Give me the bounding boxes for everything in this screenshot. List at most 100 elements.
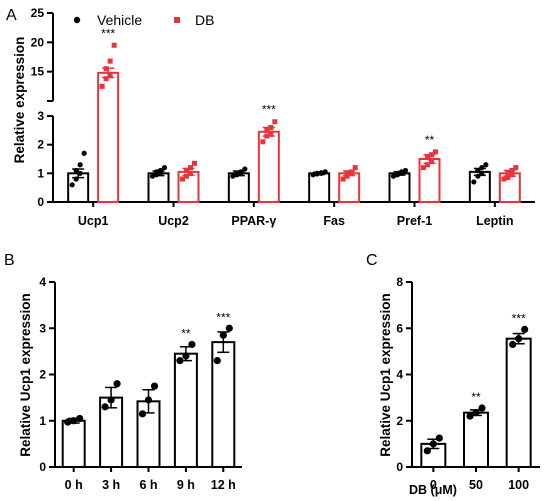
panel-b-chart: Relative Ucp1 expression 0 1 2 3 4 0 h 3 h 6 h 9…: [18, 275, 242, 492]
data-point-db: [268, 130, 274, 136]
y-tick-label: 3: [39, 321, 46, 335]
y-tick-label: 0: [396, 460, 403, 474]
x-tick-label: 50: [469, 478, 483, 492]
data-point-db: [429, 157, 434, 163]
data-point-vehicle: [475, 173, 481, 179]
x-tick-label: Ucp2: [158, 214, 189, 228]
data-point: [435, 434, 443, 442]
data-point-vehicle: [230, 173, 236, 179]
data-point-vehicle: [157, 167, 164, 174]
data-point-vehicle: [310, 172, 316, 178]
y-tick-label: 25: [31, 6, 45, 20]
y-tick-label: 15: [31, 65, 45, 79]
data-point-vehicle: [394, 170, 401, 176]
x-tick-label: 12 h: [211, 478, 236, 492]
significance-label: **: [425, 133, 435, 147]
data-point: [429, 440, 437, 448]
panel-a-chart: Relative expression Vehicle DB 0 1 2 3 15 20 2…: [12, 6, 535, 228]
bar-vehicle: [308, 172, 331, 203]
data-point: [113, 380, 121, 388]
data-point: [509, 340, 517, 349]
legend-label-db: DB: [195, 12, 214, 28]
data-point-vehicle: [234, 170, 240, 176]
bar: [173, 352, 198, 468]
x-tick-label: Ucp1: [78, 214, 109, 228]
data-point: [521, 325, 529, 334]
data-point-db: [344, 173, 350, 179]
data-point-vehicle: [73, 176, 79, 182]
data-point-vehicle: [479, 165, 485, 171]
data-point-db: [260, 139, 266, 145]
data-point: [472, 409, 480, 417]
data-point-db: [103, 76, 109, 82]
data-point: [107, 396, 115, 404]
data-point-vehicle: [73, 167, 79, 174]
data-point: [466, 412, 474, 420]
data-point-vehicle: [238, 169, 244, 175]
x-tick-label: 0: [430, 478, 437, 492]
data-point-vehicle: [77, 162, 83, 168]
data-point: [188, 340, 196, 349]
y-tick-label: 2: [396, 414, 403, 428]
bar: [463, 411, 489, 468]
data-point-db: [180, 176, 185, 182]
y-tick-label: 1: [39, 414, 46, 428]
data-point-db: [184, 167, 189, 173]
data-point: [138, 410, 147, 418]
data-point: [76, 414, 84, 423]
x-tick-label: PPAR-γ: [231, 214, 276, 228]
data-point-db: [103, 66, 109, 72]
legend-marker-vehicle: [73, 16, 81, 24]
data-point: [515, 335, 523, 343]
data-point-vehicle: [242, 166, 248, 172]
data-point-db: [107, 58, 113, 64]
data-point: [101, 403, 109, 411]
data-point: [478, 404, 486, 412]
legend: Vehicle DB: [73, 12, 214, 28]
data-point-vehicle: [398, 169, 405, 175]
data-point-db: [188, 170, 193, 176]
data-point-db: [264, 127, 270, 133]
data-point-db: [421, 165, 426, 171]
y-tick-label: 4: [396, 368, 403, 382]
data-point: [150, 382, 159, 390]
y-tick-label: 6: [396, 321, 403, 335]
significance-label: **: [181, 326, 191, 340]
data-point-vehicle: [153, 169, 160, 175]
data-point-db: [352, 165, 358, 171]
data-point-db: [111, 42, 117, 48]
data-point: [219, 331, 227, 339]
panel-b-ylabel: Relative Ucp1 expression: [18, 293, 33, 457]
data-point-db: [192, 160, 197, 166]
significance-label: ***: [101, 26, 115, 40]
data-point-db: [501, 176, 507, 182]
data-point-vehicle: [318, 170, 324, 176]
data-point: [423, 447, 431, 455]
data-point-db: [340, 176, 346, 182]
significance-label: ***: [262, 103, 276, 117]
data-point: [182, 352, 190, 360]
y-tick-label: 20: [31, 35, 45, 49]
x-tick-label: Fas: [323, 214, 345, 228]
data-point-db: [509, 172, 515, 178]
x-tick-label: 9 h: [177, 478, 195, 492]
data-point-vehicle: [161, 165, 168, 171]
data-point-db: [505, 170, 511, 176]
data-point-db: [425, 155, 430, 161]
y-tick-label: 2: [37, 138, 44, 152]
x-tick-label: Leptin: [476, 214, 514, 228]
panel-c-xlabel: DB (μM): [409, 483, 457, 497]
y-tick-label: 8: [396, 275, 403, 289]
panel-c-chart: Relative Ucp1 expression DB (μM) 0 2 4 6 8 0 5…: [378, 275, 540, 497]
data-point-vehicle: [322, 169, 328, 175]
data-point-db: [99, 83, 105, 89]
data-point: [144, 396, 153, 404]
data-point-db: [505, 175, 511, 181]
data-point-db: [272, 119, 278, 125]
bar: [505, 337, 532, 468]
panel-label-c: C: [366, 252, 378, 269]
data-point-db: [344, 170, 350, 176]
panel-label-a: A: [6, 7, 17, 24]
x-tick-label: 100: [508, 478, 529, 492]
